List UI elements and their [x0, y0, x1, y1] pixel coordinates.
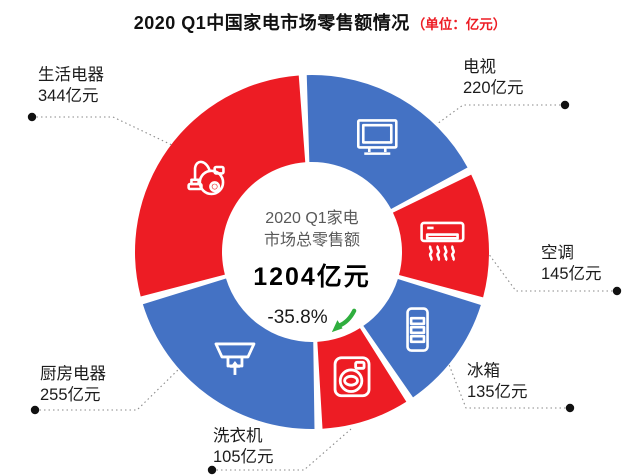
donut-segment-vacuum-cleaner — [135, 75, 306, 297]
center-caption-line2: 市场总零售额 — [263, 232, 360, 249]
leader-dot-washing-machine — [207, 465, 217, 475]
callout-value: 135亿元 — [467, 383, 528, 401]
leader-dot-kitchen — [30, 405, 40, 415]
callout-fridge: 冰箱 135亿元 — [467, 361, 528, 403]
total-value: 1204亿元 — [253, 263, 371, 291]
leader-lines — [32, 104, 617, 471]
chart-title-unit: （单位：亿元） — [411, 17, 507, 32]
callout-value: 105亿元 — [213, 448, 274, 466]
callout-air-conditioner: 空调 145亿元 — [541, 243, 602, 285]
leader-dot-tv — [560, 100, 570, 110]
callout-value: 145亿元 — [541, 265, 602, 283]
leader-dot-air-conditioner — [612, 286, 622, 296]
callout-life-appliances: 生活电器 344亿元 — [38, 65, 104, 107]
callout-label: 空调 — [541, 244, 574, 262]
donut-segments — [135, 75, 489, 429]
leader-line-fridge — [447, 361, 570, 409]
decline-arrow-icon — [331, 308, 356, 333]
callout-label: 生活电器 — [38, 66, 104, 84]
callout-label: 冰箱 — [467, 362, 500, 380]
callout-kitchen-appliances: 厨房电器 255亿元 — [40, 364, 106, 406]
leader-dot-life-appliances — [27, 112, 37, 122]
callout-value: 344亿元 — [38, 87, 99, 105]
change-row: -35.8% — [202, 302, 422, 334]
leader-dot-fridge — [565, 403, 575, 413]
leader-dots — [27, 100, 622, 475]
center-caption-line1: 2020 Q1家电 — [265, 210, 359, 227]
donut-center-summary: 2020 Q1家电 市场总零售额 1204亿元 -35.8% — [202, 208, 422, 334]
leader-line-life-appliances — [32, 116, 175, 147]
callout-label: 厨房电器 — [40, 365, 106, 383]
change-value: -35.8% — [267, 307, 328, 328]
callout-tv: 电视 220亿元 — [463, 57, 524, 99]
callout-label: 洗衣机 — [213, 427, 263, 445]
donut-segment-range-hood — [142, 278, 315, 429]
callout-value: 255亿元 — [40, 386, 101, 404]
donut-segment-fridge — [363, 278, 481, 398]
donut-segment-air-conditioner — [392, 174, 489, 298]
chart-title-text: 2020 Q1中国家电市场零售额情况 — [133, 13, 410, 33]
leader-line-tv — [436, 104, 565, 125]
chart-title: 2020 Q1中国家电市场零售额情况 （单位：亿元） — [0, 9, 640, 35]
callout-value: 220亿元 — [463, 79, 524, 97]
callout-washing-machine: 洗衣机 105亿元 — [213, 426, 274, 468]
callout-label: 电视 — [463, 58, 496, 76]
